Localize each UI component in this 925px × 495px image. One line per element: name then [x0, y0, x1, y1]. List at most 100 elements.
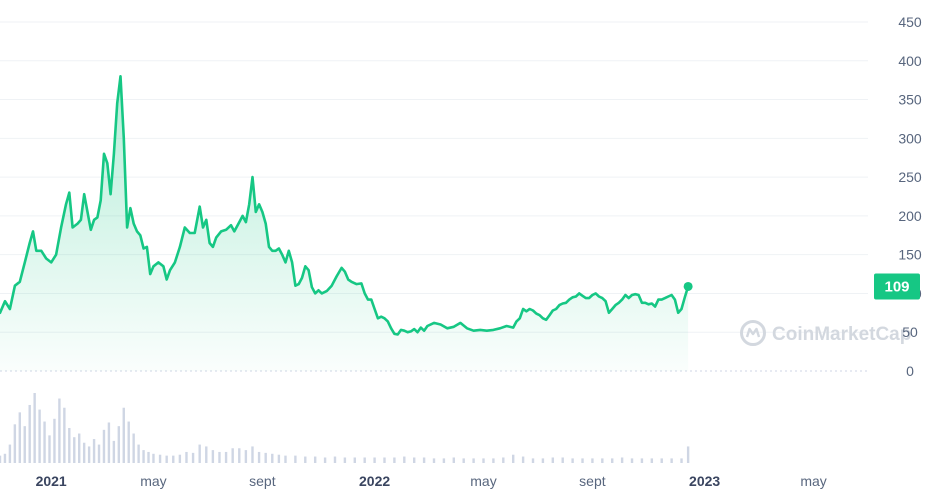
volume-bar	[383, 457, 386, 463]
volume-bar	[442, 458, 446, 463]
volume-bar	[231, 448, 234, 463]
volume-bar	[172, 455, 175, 463]
y-tick-label: 250	[898, 169, 922, 185]
volume-bar	[13, 424, 17, 463]
volume-bar	[178, 454, 182, 463]
last-value-label: 109	[884, 278, 909, 295]
x-tick-label: may	[140, 473, 166, 489]
volume-bar	[251, 446, 254, 463]
y-tick-label: 350	[898, 92, 922, 108]
volume-bar	[333, 456, 337, 463]
volume-bar	[152, 453, 155, 463]
volume-bar	[87, 446, 91, 463]
coinmarketcap-logo-icon	[740, 320, 766, 346]
volume-bar	[521, 456, 525, 463]
volume-bar	[122, 407, 125, 463]
volume-bar	[611, 458, 614, 463]
coinmarketcap-watermark: CoinMarketCap	[740, 320, 911, 346]
price-line	[0, 75, 690, 336]
volume-bar	[591, 458, 594, 463]
volume-bar	[38, 409, 41, 463]
volume-bar	[23, 426, 26, 463]
volume-bar	[313, 456, 317, 463]
volume-bar	[137, 444, 140, 463]
volume-bar	[373, 457, 376, 463]
volume-bar	[0, 455, 2, 463]
volume-bar	[561, 457, 564, 463]
volume-bar	[422, 457, 426, 463]
volume-bar	[132, 433, 135, 463]
volume-bar	[323, 457, 327, 463]
last-point-marker	[683, 281, 693, 291]
volume-bar	[211, 450, 215, 463]
volume-bar	[48, 435, 51, 463]
x-tick-label: may	[800, 473, 826, 489]
volume-bar	[264, 452, 267, 463]
volume-bar	[97, 444, 101, 463]
volume-bar	[8, 444, 12, 463]
volume-bar	[191, 452, 195, 463]
volume-bar	[680, 458, 683, 463]
volume-bar	[670, 458, 673, 463]
volume-bar	[482, 458, 485, 463]
x-tick-label: 2021	[36, 473, 67, 489]
volume-bar	[218, 451, 221, 463]
volume-bar	[58, 398, 61, 463]
volume-bar	[472, 458, 475, 463]
price-area-fill	[0, 76, 689, 372]
volume-bar	[102, 429, 106, 463]
x-tick-label: sept	[579, 473, 606, 489]
volume-bar	[601, 458, 604, 463]
volume-bar	[205, 446, 208, 463]
volume-bar	[660, 458, 663, 463]
y-tick-label: 50	[902, 324, 918, 340]
volume-bar	[142, 450, 145, 463]
volume-bar	[492, 458, 495, 463]
volume-bar	[238, 448, 241, 463]
y-tick-label: 150	[898, 247, 922, 263]
volume-bar	[462, 458, 465, 463]
volume-bar	[343, 457, 347, 463]
volume-bar	[284, 455, 287, 463]
volume-bar	[403, 456, 406, 463]
volume-bar	[224, 451, 228, 463]
volume-bar	[353, 457, 356, 463]
volume-bar	[158, 454, 162, 463]
volume-bar	[502, 457, 505, 463]
volume-bar	[127, 421, 130, 463]
volume-bar	[165, 455, 168, 463]
volume-bar	[393, 457, 396, 463]
x-tick-label: may	[470, 473, 496, 489]
volume-bar	[43, 421, 46, 463]
volume-bar	[244, 450, 248, 463]
volume-bar	[304, 456, 307, 463]
y-tick-label: 200	[898, 208, 922, 224]
y-axis: 050100150200250300350400450	[898, 14, 922, 379]
x-tick-label: sept	[249, 473, 276, 489]
volume-bar	[28, 404, 31, 463]
y-tick-label: 0	[906, 363, 914, 379]
volume-bar	[412, 457, 416, 463]
x-tick-label: 2022	[359, 473, 390, 489]
volume-bar	[571, 458, 574, 463]
volume-bar	[294, 455, 297, 463]
volume-bar	[432, 458, 436, 463]
volume-bar	[271, 453, 274, 463]
volume-bar	[363, 457, 366, 463]
watermark-text: CoinMarketCap	[772, 324, 911, 345]
volume-bar	[3, 453, 7, 463]
volume-bar	[147, 451, 150, 463]
volume-bar	[185, 451, 188, 463]
volume-bar	[198, 444, 201, 463]
volume-bar	[630, 458, 634, 463]
volume-bar	[277, 454, 281, 463]
volume-bar	[92, 439, 96, 463]
x-tick-label: 2023	[689, 473, 720, 489]
volume-bar	[640, 458, 644, 463]
volume-bar	[82, 442, 86, 463]
volume-bar	[107, 422, 111, 463]
volume-bar	[512, 454, 515, 463]
volume-bar	[63, 407, 66, 463]
volume-bar	[73, 437, 76, 463]
